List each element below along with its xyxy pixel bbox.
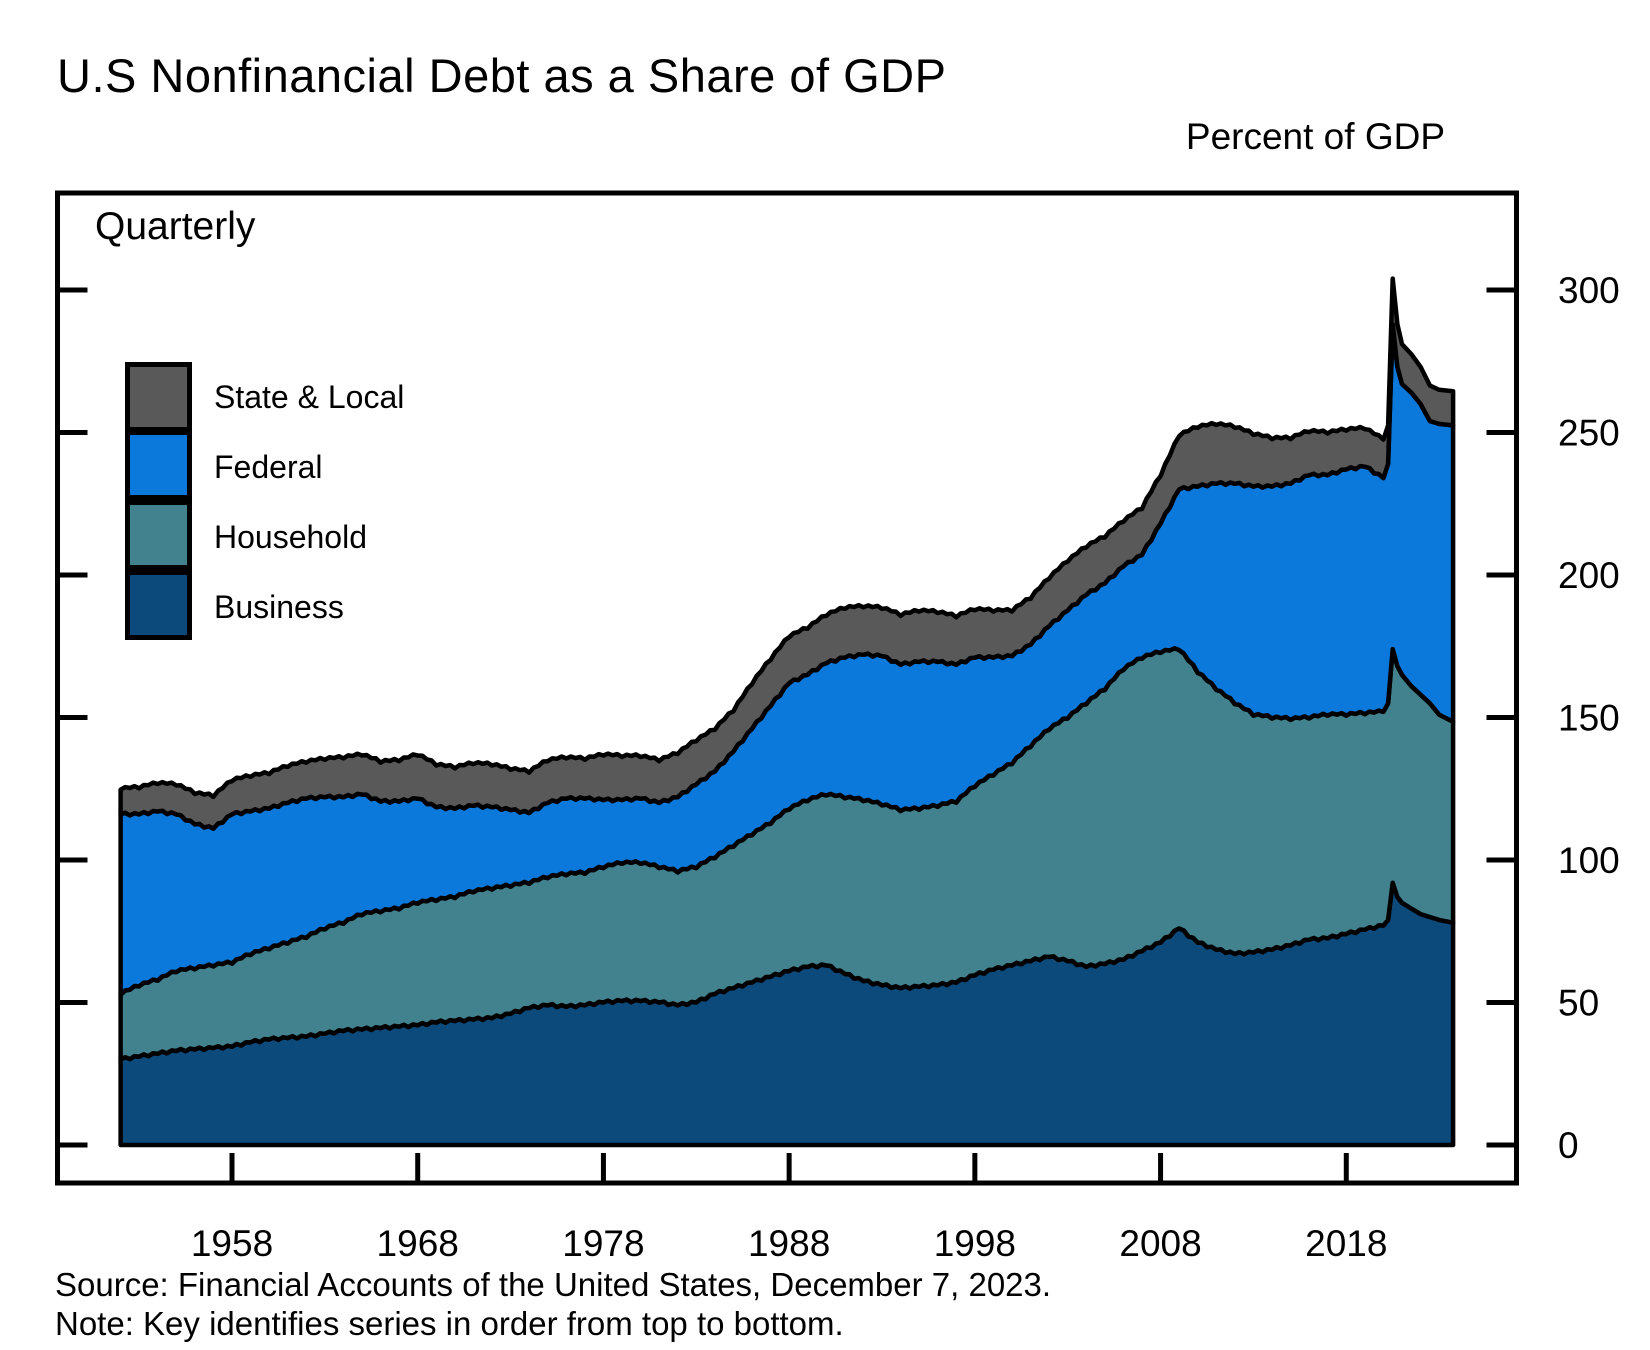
y-axis-unit-label: Percent of GDP: [1185, 116, 1445, 157]
chart-areas: [118, 276, 1456, 1148]
y-axis-tick-label: 200: [1558, 555, 1620, 596]
legend-item-federal: Federal: [125, 429, 404, 502]
x-axis-tick-label: 1968: [377, 1223, 459, 1264]
x-axis-tick-label: 2008: [1119, 1223, 1201, 1264]
source-line: Source: Financial Accounts of the United…: [55, 1266, 1052, 1303]
legend-label-household: Household: [214, 518, 367, 555]
legend-swatch-state-local: [125, 362, 192, 432]
legend: State & Local Federal Household Business: [125, 362, 404, 642]
legend-label-federal: Federal: [214, 448, 323, 485]
x-axis-tick-label: 1998: [934, 1223, 1016, 1264]
plot-frame: [55, 190, 1519, 1186]
legend-label-business: Business: [214, 588, 344, 625]
note-line: Note: Key identifies series in order fro…: [55, 1305, 844, 1342]
y-axis-tick-label: 0: [1558, 1125, 1579, 1166]
x-axis-tick-label: 1988: [748, 1223, 830, 1264]
frequency-label: Quarterly: [95, 205, 256, 248]
x-axis-tick-label: 1978: [562, 1223, 644, 1264]
legend-swatch-business: [125, 569, 192, 640]
legend-item-business: Business: [125, 569, 404, 642]
legend-swatch-federal: [125, 429, 192, 500]
y-axis-tick-label: 250: [1558, 413, 1620, 454]
y-axis-tick-label: 300: [1558, 270, 1620, 311]
y-axis-tick-label: 150: [1558, 698, 1620, 739]
legend-label-state-local: State & Local: [214, 378, 405, 415]
legend-item-household: Household: [125, 499, 404, 572]
chart-title: U.S Nonfinancial Debt as a Share of GDP: [57, 49, 947, 102]
y-axis-tick-label: 100: [1558, 840, 1620, 881]
legend-swatch-household: [125, 499, 192, 570]
area-state-local: [118, 276, 1456, 831]
legend-item-state-local: State & Local: [125, 362, 404, 432]
y-axis-tick-label: 50: [1558, 983, 1599, 1024]
x-axis-tick-label: 2018: [1305, 1223, 1387, 1264]
x-axis-tick-label: 1958: [191, 1223, 273, 1264]
